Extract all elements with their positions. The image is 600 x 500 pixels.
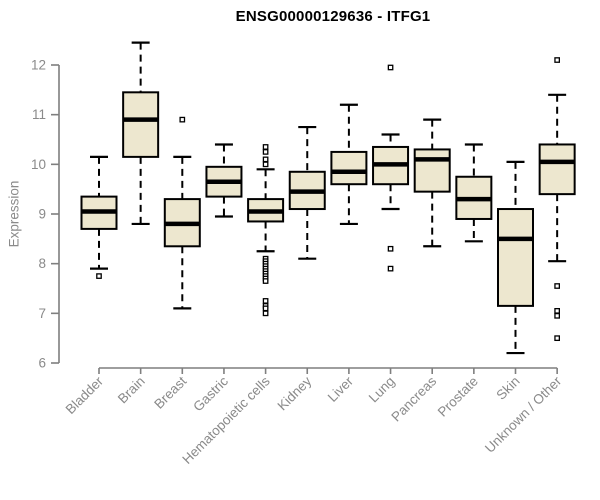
- box-breast: [163, 116, 201, 310]
- x-tick-label-bladder: Bladder: [63, 373, 107, 417]
- box-brain: [122, 41, 160, 226]
- outlier-point: [262, 305, 269, 312]
- y-tick-label-12: 12: [31, 58, 46, 73]
- y-tick-label-11: 11: [32, 107, 46, 122]
- outlier-point: [554, 307, 561, 314]
- iqr-box: [413, 148, 451, 193]
- y-tick-label-8: 8: [38, 256, 46, 271]
- y-tick-label-7: 7: [38, 306, 46, 321]
- x-tick-label-unknown-other: Unknown / Other: [482, 373, 565, 456]
- x-tick-label-skin: Skin: [493, 374, 522, 403]
- iqr-box: [330, 150, 368, 186]
- x-tick-label-liver: Liver: [325, 373, 357, 405]
- box-skin: [497, 160, 534, 355]
- chart-title: ENSG00000129636 - ITFG1: [235, 8, 431, 25]
- box-kidney: [288, 125, 326, 260]
- box-hematopoietic-cells: [247, 144, 285, 317]
- y-tick-label-9: 9: [38, 207, 46, 222]
- box-lung: [372, 64, 410, 272]
- box-unknown-other: [538, 57, 576, 342]
- outlier-point: [179, 116, 186, 123]
- x-tick-label-prostate: Prostate: [435, 374, 481, 420]
- outlier-point: [262, 161, 269, 168]
- box-pancreas: [413, 118, 451, 248]
- iqr-box: [497, 208, 534, 307]
- box-liver: [330, 103, 368, 226]
- box-prostate: [455, 143, 493, 243]
- box-gastric: [205, 143, 243, 218]
- y-axis: 6 7 8 9 10 11 12: [31, 58, 60, 371]
- x-tick-label-brain: Brain: [115, 374, 148, 407]
- box-bladder: [80, 155, 118, 279]
- iqr-box: [122, 91, 160, 158]
- outlier-point: [262, 149, 269, 155]
- x-tick-label-lung: Lung: [366, 374, 398, 406]
- x-tick-label-pancreas: Pancreas: [388, 373, 439, 424]
- outlier-point: [387, 265, 394, 272]
- iqr-box: [538, 143, 576, 196]
- outlier-point: [262, 298, 269, 304]
- outlier-point: [262, 310, 269, 317]
- outlier-point: [387, 64, 394, 71]
- y-tick-label-10: 10: [31, 157, 46, 172]
- outlier-point: [262, 144, 269, 150]
- outlier-point: [96, 273, 102, 279]
- outlier-point: [387, 245, 394, 252]
- outlier-point: [262, 278, 269, 284]
- x-tick-label-gastric: Gastric: [190, 373, 231, 414]
- outlier-point: [554, 57, 561, 63]
- x-tick-label-kidney: Kidney: [275, 373, 315, 413]
- y-tick-label-6: 6: [38, 356, 46, 371]
- outlier-point: [554, 312, 561, 319]
- outlier-point: [554, 283, 561, 289]
- outlier-point: [554, 335, 561, 342]
- x-tick-label-breast: Breast: [151, 373, 189, 411]
- outlier-point: [262, 156, 269, 163]
